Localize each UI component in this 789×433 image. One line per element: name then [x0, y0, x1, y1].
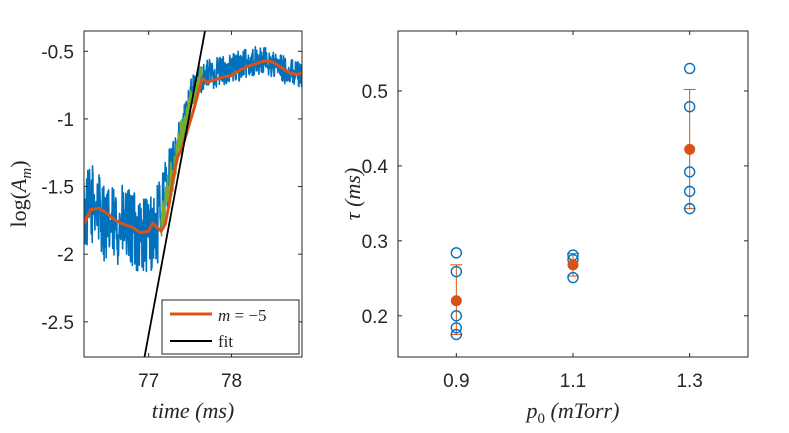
left-axes-frame: [83, 30, 303, 358]
right-x-tick-label: 1.1: [560, 371, 586, 392]
left-series-layer: [84, 31, 302, 357]
mean-point: [684, 143, 696, 155]
left-x-tick-label: 78: [221, 371, 242, 392]
right-x-axis-var: p: [525, 398, 538, 423]
right-y-tick-label: 0.4: [362, 157, 389, 178]
left-series-raw-signal: [84, 46, 302, 273]
shot-point: [450, 328, 463, 341]
left-y-tick-label: -0.5: [41, 42, 74, 63]
left-y-tick-label: -1: [57, 110, 74, 131]
legend-m-var: m: [218, 306, 230, 325]
right-y-tick-label: 0.5: [362, 82, 388, 103]
left-series-fit-window: [160, 66, 204, 237]
right-chart: 0.9 1.1 1.3 0.2 0.3 0.4 0.5 τ (ms) p0 (mTorr): [340, 30, 749, 427]
shot-point: [683, 166, 696, 178]
shot-point: [683, 62, 696, 75]
left-chart: 77 78 -2.5 -2 -1.5 -1 -0.5 log(Am) time (ms) m…: [6, 30, 303, 423]
legend-m-value: = −5: [230, 306, 266, 325]
left-x-axis-label: time (ms): [152, 398, 234, 423]
right-series-layer: [450, 62, 696, 341]
right-y-axis-label: τ (ms): [340, 168, 365, 220]
right-ticks: 0.9 1.1 1.3 0.2 0.3 0.4 0.5: [362, 31, 748, 392]
right-y-tick-label: 0.2: [362, 307, 388, 328]
right-x-tick-label: 1.3: [676, 371, 702, 392]
left-ticks: 77 78 -2.5 -2 -1.5 -1 -0.5: [41, 31, 302, 392]
left-legend: m = −5 fit: [161, 299, 300, 355]
shot-point: [450, 310, 463, 322]
legend-label-fit: fit: [218, 332, 233, 351]
left-y-axis-label: log(Am): [6, 160, 35, 227]
left-y-tick-label: -2.5: [41, 313, 74, 334]
right-plot-background: [398, 31, 748, 357]
left-y-tick-label: -1.5: [41, 178, 74, 199]
mean-point: [567, 259, 579, 271]
left-series-fit: [143, 31, 206, 357]
shot-point: [683, 202, 696, 215]
right-y-tick-label: 0.3: [362, 232, 388, 253]
left-y-axis-func: log(: [6, 192, 31, 227]
legend-box: [161, 299, 300, 355]
right-x-axis-sub: 0: [538, 411, 546, 427]
right-x-tick-label: 0.9: [443, 371, 469, 392]
left-y-tick-label: -2: [57, 245, 74, 266]
legend-label-m: m = −5: [218, 306, 266, 325]
shot-point: [450, 247, 463, 259]
left-x-tick-label: 77: [138, 371, 159, 392]
shot-point: [450, 322, 463, 334]
shot-point: [450, 265, 463, 278]
shot-point: [683, 185, 696, 198]
right-x-axis-label: p0 (mTorr): [525, 398, 620, 427]
shot-point: [567, 271, 579, 284]
left-y-axis-var: A: [6, 178, 31, 194]
shot-point: [683, 100, 696, 113]
left-y-axis-close: ): [6, 160, 31, 167]
mean-point: [450, 295, 462, 307]
left-y-axis-sub: m: [19, 168, 35, 179]
right-x-axis-rest: (mTorr): [545, 398, 619, 423]
